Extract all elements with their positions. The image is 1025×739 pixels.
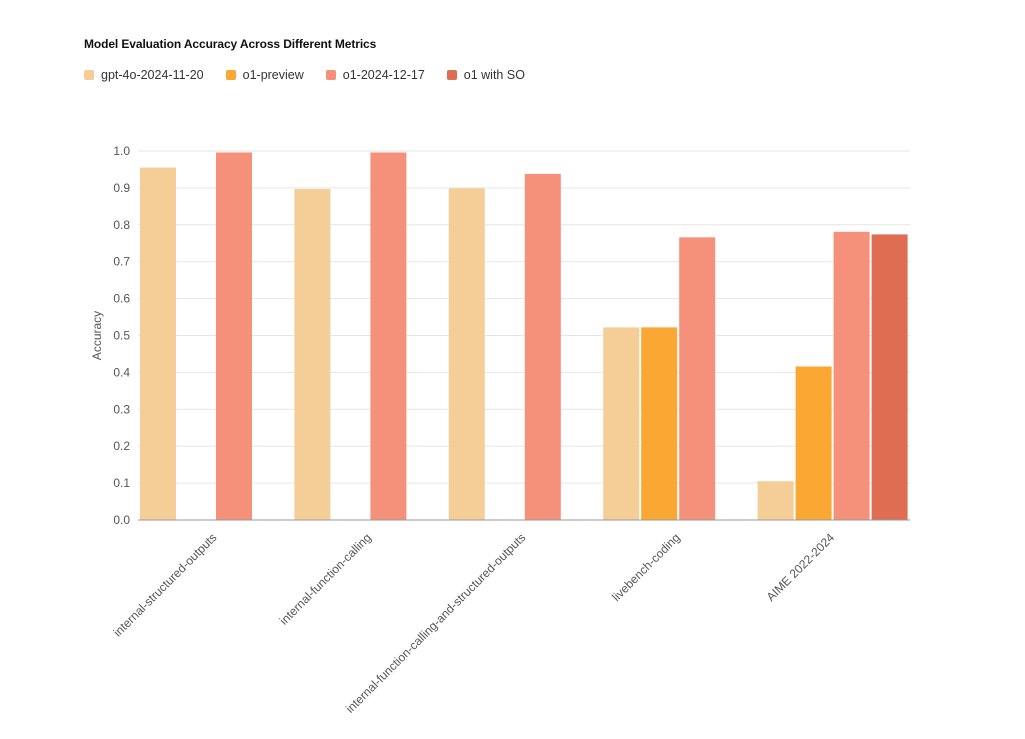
legend-label-o1-preview: o1-preview (242, 68, 304, 82)
bar-o1-preview-livebench-coding (641, 327, 678, 520)
legend-label-o1: o1-2024-12-17 (342, 68, 425, 82)
y-tick-label: 1.0 (113, 144, 130, 158)
bar-o1-preview-aime-2022-2024 (795, 366, 832, 520)
x-tick-label: internal-function-calling (277, 530, 374, 627)
legend-swatch-o1-with-so (446, 70, 457, 80)
bar-gpt-4o-2024-11-20-aime-2022-2024 (757, 481, 794, 520)
y-tick-label: 0.1 (113, 476, 130, 490)
legend-item-o1: o1-2024-12-17 (325, 68, 425, 82)
bar-o1-2024-12-17-internal-function-calling (370, 152, 407, 520)
legend-label-gpt-4o: gpt-4o-2024-11-20 (101, 68, 204, 82)
legend-item-o1-preview: o1-preview (225, 68, 304, 82)
legend-item-gpt-4o: gpt-4o-2024-11-20 (84, 68, 204, 82)
y-axis-ticks: 0.0 0.1 0.2 0.3 0.4 0.5 0.6 0.7 0.8 0.9 1.0 (113, 144, 130, 527)
x-tick-label: internal-function-calling-and-structured… (343, 530, 528, 715)
bars (140, 152, 908, 521)
y-tick-label: 0.7 (113, 255, 130, 269)
bar-o1-2024-12-17-internal-structured-outputs (216, 152, 252, 520)
x-axis-ticks: internal-structured-outputs internal-func… (111, 530, 838, 716)
bar-gpt-4o-2024-11-20-internal-structured-outputs (140, 167, 176, 521)
y-tick-label: 0.8 (113, 218, 130, 232)
y-tick-label: 0.3 (113, 402, 130, 416)
y-axis-label: Accuracy (90, 311, 104, 360)
gridlines (138, 150, 910, 484)
bar-o1-2024-12-17-aime-2022-2024 (833, 231, 870, 520)
bar-o1-2024-12-17-internal-function-calling-and-structured-outputs (524, 173, 561, 521)
legend-swatch-o1 (325, 70, 336, 80)
bar-gpt-4o-2024-11-20-livebench-coding (603, 327, 640, 520)
bar-gpt-4o-2024-11-20-internal-function-calling (294, 189, 331, 520)
legend-swatch-o1-preview (225, 70, 236, 80)
y-tick-label: 0.5 (113, 329, 130, 343)
y-tick-label: 0.0 (113, 513, 130, 527)
bar-o1-2024-12-17-livebench-coding (679, 237, 716, 520)
x-tick-label: AIME 2022-2024 (764, 530, 838, 604)
y-tick-label: 0.4 (113, 365, 130, 379)
legend-item-o1-with-so: o1 with SO (446, 68, 525, 82)
bar-o1-with-so-aime-2022-2024 (871, 234, 908, 521)
legend-label-o1-with-so: o1 with SO (463, 68, 525, 82)
x-tick-label: livebench-coding (609, 530, 683, 604)
x-tick-label: internal-structured-outputs (111, 530, 220, 639)
y-tick-label: 0.9 (113, 181, 130, 195)
bar-gpt-4o-2024-11-20-internal-function-calling-and-structured-outputs (448, 188, 485, 521)
chart-legend: gpt-4o-2024-11-20 o1-preview o1-2024-12-… (84, 68, 547, 82)
legend-swatch-gpt-4o (84, 70, 94, 80)
y-tick-label: 0.2 (113, 439, 130, 453)
y-tick-label: 0.6 (113, 292, 130, 306)
chart-title: Model Evaluation Accuracy Across Differe… (84, 37, 377, 51)
